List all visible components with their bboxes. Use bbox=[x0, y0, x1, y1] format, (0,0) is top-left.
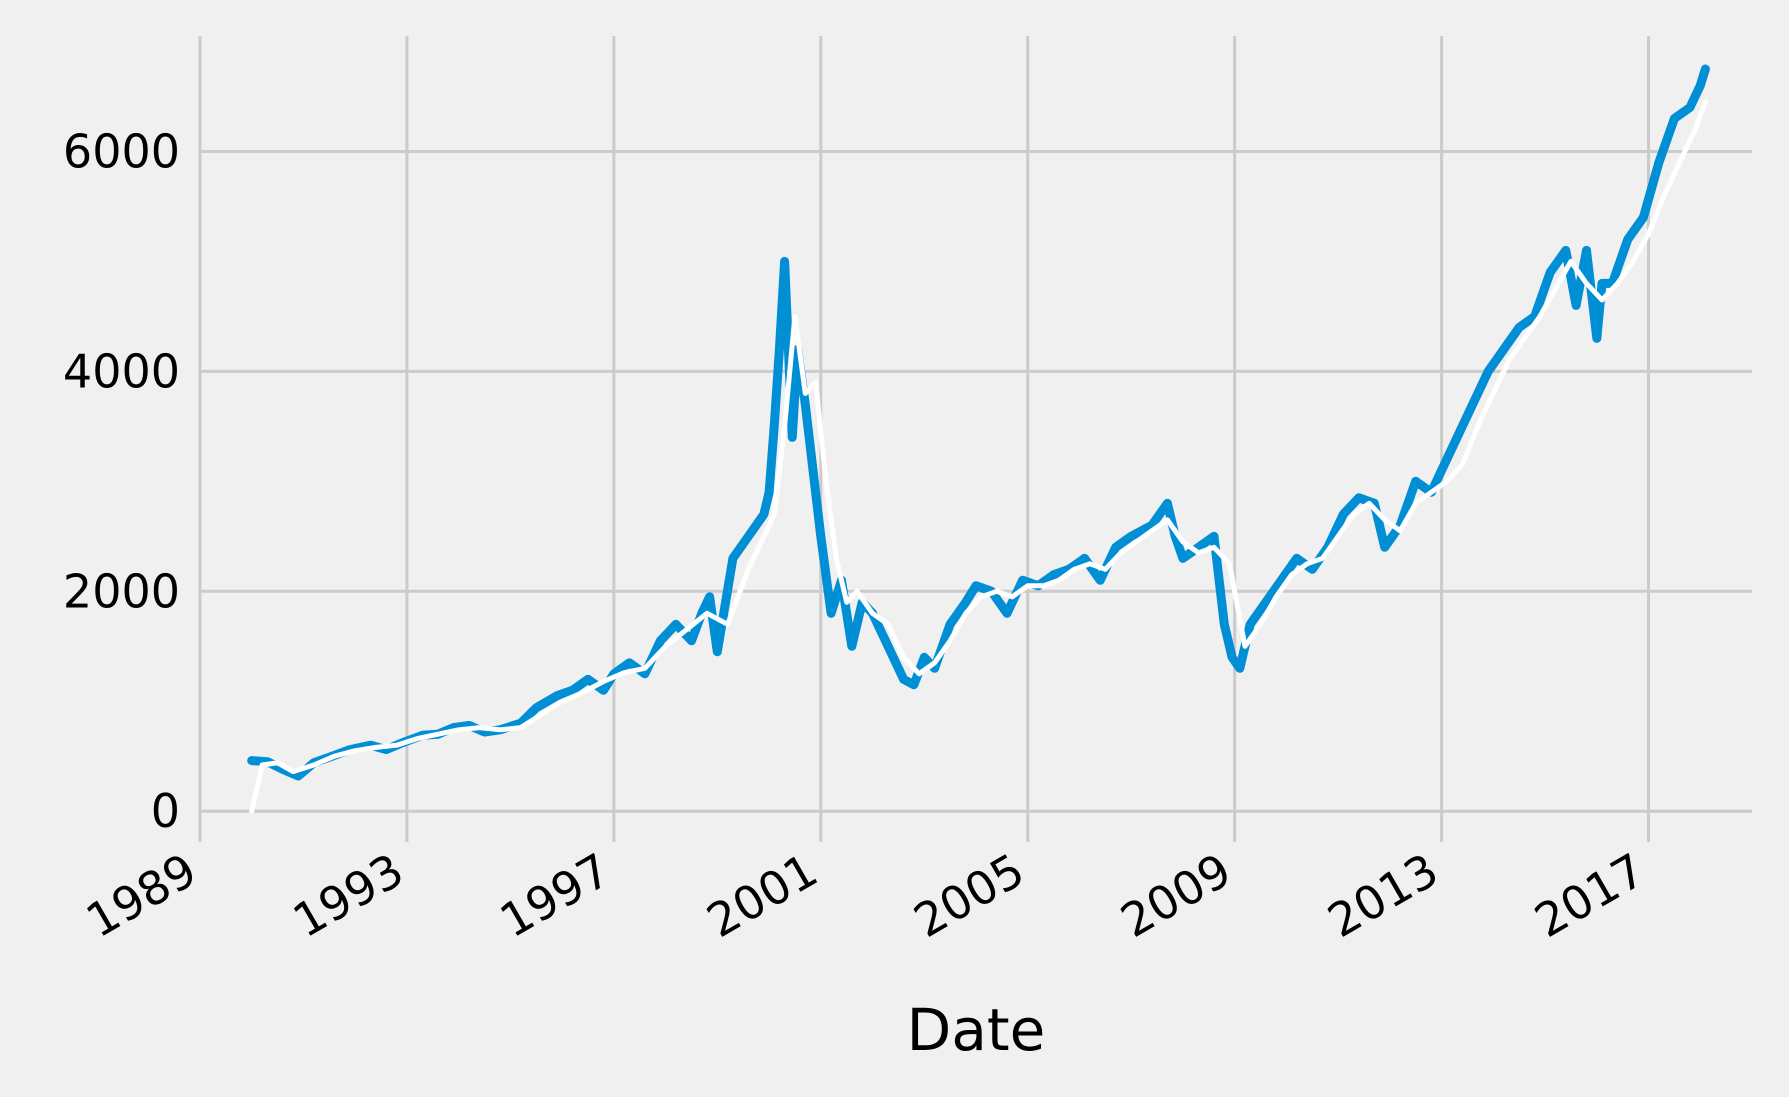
y-tick-label: 6000 bbox=[63, 124, 180, 178]
y-tick-label: 0 bbox=[151, 784, 180, 838]
x-axis-label: Date bbox=[907, 996, 1046, 1064]
y-tick-label: 4000 bbox=[63, 344, 180, 398]
moving-average-series-line bbox=[249, 99, 1708, 814]
price-series-line bbox=[247, 64, 1710, 781]
y-axis-ticks: 0 2000 4000 6000 bbox=[63, 124, 180, 838]
series-layer bbox=[247, 64, 1710, 814]
y-tick-label: 2000 bbox=[63, 564, 180, 618]
grid bbox=[198, 36, 1752, 842]
